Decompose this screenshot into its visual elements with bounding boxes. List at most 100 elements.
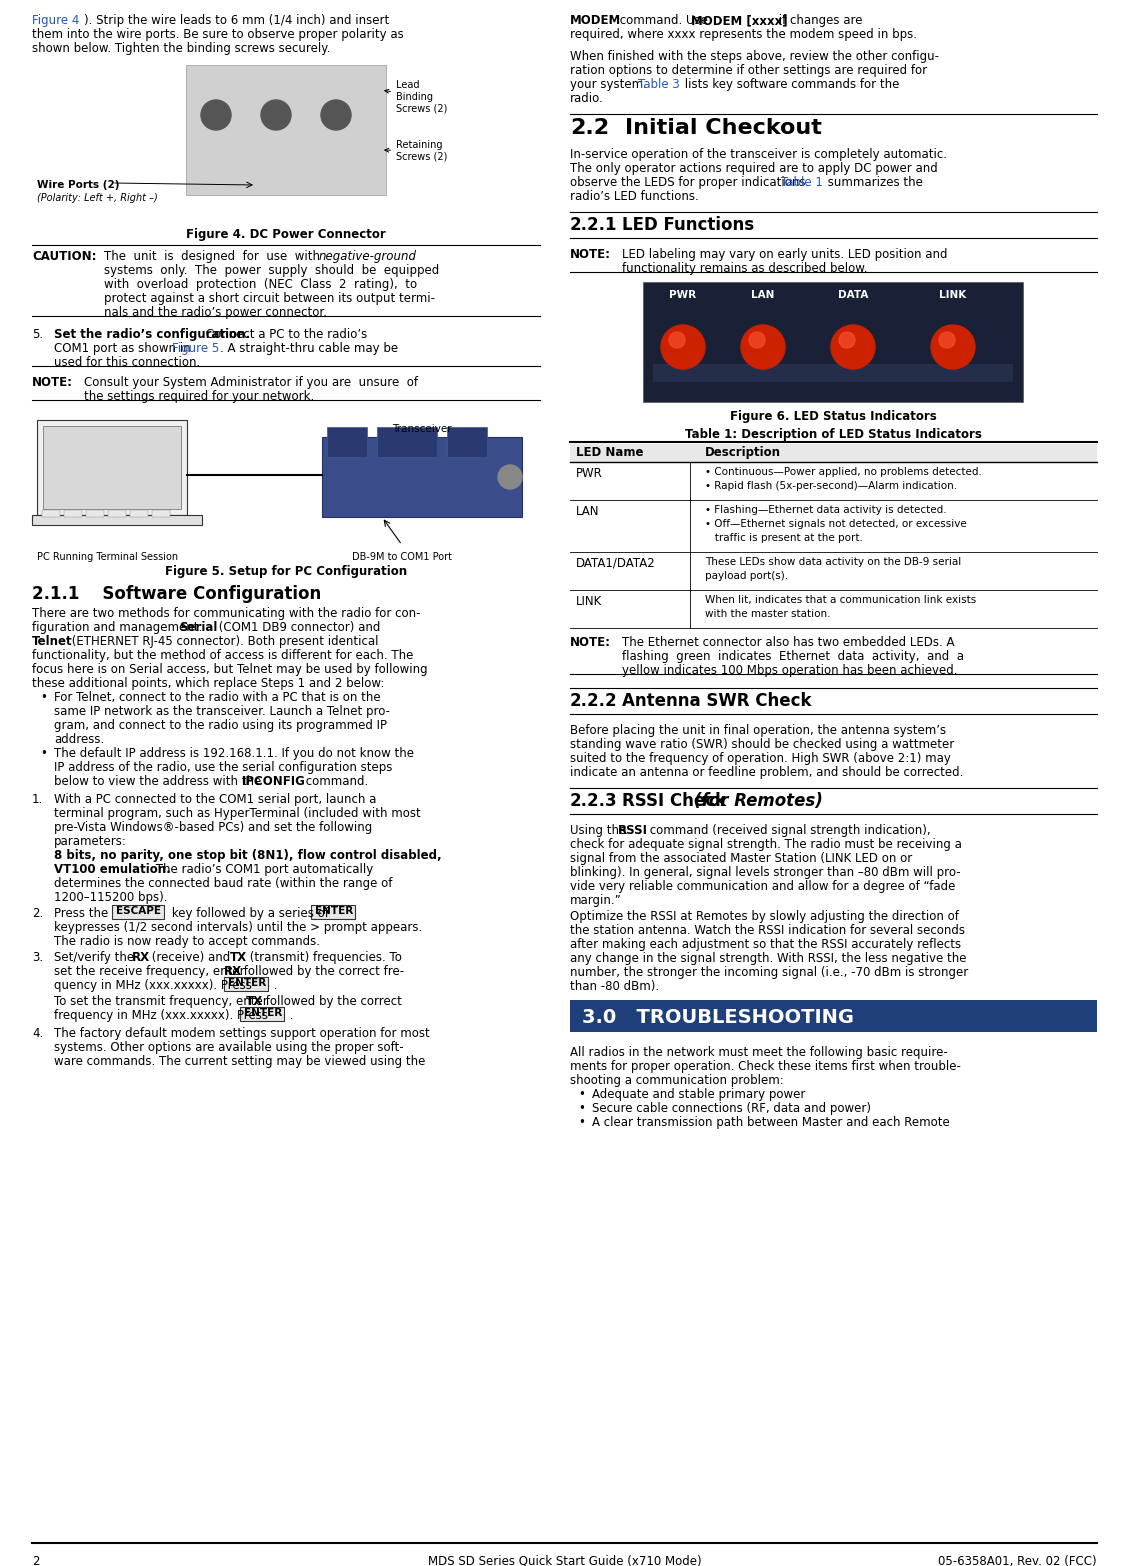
Text: .: . <box>270 979 278 991</box>
Text: A clear transmission path between Master and each Remote: A clear transmission path between Master… <box>592 1117 949 1129</box>
Text: command. Use: command. Use <box>616 14 711 27</box>
Text: Table 1: Table 1 <box>781 175 823 189</box>
Text: negative-ground: negative-ground <box>320 251 417 263</box>
Text: IP address of the radio, use the serial configuration steps: IP address of the radio, use the serial … <box>54 761 393 774</box>
Bar <box>152 511 170 517</box>
Text: Figure 4. DC Power Connector: Figure 4. DC Power Connector <box>186 229 386 241</box>
Text: VT100 emulation.: VT100 emulation. <box>54 863 170 875</box>
Text: ration options to determine if other settings are required for: ration options to determine if other set… <box>570 64 927 77</box>
Text: (transmit) frequencies. To: (transmit) frequencies. To <box>246 951 402 965</box>
Text: determines the connected baud rate (within the range of: determines the connected baud rate (with… <box>54 877 393 889</box>
Text: 3.0   TROUBLESHOOTING: 3.0 TROUBLESHOOTING <box>583 1009 854 1027</box>
Text: ENTER: ENTER <box>244 1009 282 1018</box>
Text: Before placing the unit in final operation, the antenna system’s: Before placing the unit in final operati… <box>570 723 946 738</box>
Circle shape <box>831 326 875 370</box>
Text: All radios in the network must meet the following basic require-: All radios in the network must meet the … <box>570 1046 947 1059</box>
Text: nals and the radio’s power connector.: nals and the radio’s power connector. <box>104 305 327 319</box>
Text: shooting a communication problem:: shooting a communication problem: <box>570 1074 784 1087</box>
Bar <box>653 363 1013 382</box>
Text: Set/verify the: Set/verify the <box>54 951 138 965</box>
Text: Figure 5: Figure 5 <box>172 341 219 355</box>
Text: followed by the correct fre-: followed by the correct fre- <box>240 965 404 979</box>
Text: frequency in MHz (xxx.xxxxx). Press: frequency in MHz (xxx.xxxxx). Press <box>54 1009 272 1023</box>
Text: after making each adjustment so that the RSSI accurately reflects: after making each adjustment so that the… <box>570 938 961 951</box>
Text: DATA: DATA <box>838 290 868 301</box>
Text: The radio’s COM1 port automatically: The radio’s COM1 port automatically <box>152 863 374 875</box>
Text: • Rapid flash (5x-per-second)—Alarm indication.: • Rapid flash (5x-per-second)—Alarm indi… <box>704 481 957 492</box>
Text: standing wave ratio (SWR) should be checked using a wattmeter: standing wave ratio (SWR) should be chec… <box>570 738 954 752</box>
Text: To set the transmit frequency, enter: To set the transmit frequency, enter <box>54 994 271 1009</box>
Text: The Ethernet connector also has two embedded LEDs. A: The Ethernet connector also has two embe… <box>622 636 954 648</box>
Text: Telnet: Telnet <box>32 634 72 648</box>
Text: (COM1 DB9 connector) and: (COM1 DB9 connector) and <box>215 622 380 634</box>
Bar <box>112 905 164 919</box>
Bar <box>240 1007 285 1021</box>
Text: followed by the correct: followed by the correct <box>262 994 402 1009</box>
Text: 2.2.1: 2.2.1 <box>570 216 618 233</box>
Text: LINK: LINK <box>576 595 602 608</box>
Text: •: • <box>578 1102 585 1115</box>
Text: lists key software commands for the: lists key software commands for the <box>681 78 900 91</box>
Text: pre-Vista Windows®-based PCs) and set the following: pre-Vista Windows®-based PCs) and set th… <box>54 821 373 835</box>
Text: 5.: 5. <box>32 327 43 341</box>
Text: (for Remotes): (for Remotes) <box>694 792 823 810</box>
Bar <box>86 511 104 517</box>
Text: Consult your System Administrator if you are  unsure  of: Consult your System Administrator if you… <box>84 376 418 388</box>
Text: address.: address. <box>54 733 104 745</box>
Text: if changes are: if changes are <box>774 14 863 27</box>
Text: Description: Description <box>704 446 781 459</box>
Text: Press the: Press the <box>54 907 112 919</box>
Text: vide very reliable communication and allow for a degree of “fade: vide very reliable communication and all… <box>570 880 955 893</box>
Text: • Off—Ethernet signals not detected, or excessive: • Off—Ethernet signals not detected, or … <box>704 518 966 529</box>
Text: 2: 2 <box>32 1555 40 1566</box>
Text: RX: RX <box>224 965 242 979</box>
Text: 1.: 1. <box>32 792 43 806</box>
Bar <box>447 428 487 457</box>
Text: (receive) and: (receive) and <box>148 951 234 965</box>
Text: 05-6358A01, Rev. 02 (FCC): 05-6358A01, Rev. 02 (FCC) <box>938 1555 1097 1566</box>
Text: parameters:: parameters: <box>54 835 126 849</box>
Text: Initial Checkout: Initial Checkout <box>625 117 822 138</box>
Text: There are two methods for communicating with the radio for con-: There are two methods for communicating … <box>32 608 420 620</box>
Text: • Flashing—Ethernet data activity is detected.: • Flashing—Ethernet data activity is det… <box>704 504 946 515</box>
Text: same IP network as the transceiver. Launch a Telnet pro-: same IP network as the transceiver. Laun… <box>54 705 390 717</box>
Text: •: • <box>40 691 47 705</box>
Text: • Continuous—Power applied, no problems detected.: • Continuous—Power applied, no problems … <box>704 467 982 478</box>
Text: Set the radio’s configuration.: Set the radio’s configuration. <box>54 327 251 341</box>
Text: radio’s LED functions.: radio’s LED functions. <box>570 189 699 204</box>
Text: command.: command. <box>301 775 368 788</box>
Text: Optimize the RSSI at Remotes by slowly adjusting the direction of: Optimize the RSSI at Remotes by slowly a… <box>570 910 959 922</box>
Bar <box>644 282 1023 402</box>
Text: functionality, but the method of access is different for each. The: functionality, but the method of access … <box>32 648 413 662</box>
Text: set the receive frequency, enter: set the receive frequency, enter <box>54 965 248 979</box>
Text: required, where xxxx represents the modem speed in bps.: required, where xxxx represents the mode… <box>570 28 917 41</box>
Text: TX: TX <box>230 951 247 965</box>
Text: The radio is now ready to accept commands.: The radio is now ready to accept command… <box>54 935 320 947</box>
Text: The  unit  is  designed  for  use  with: The unit is designed for use with <box>104 251 327 263</box>
Text: Figure 4: Figure 4 <box>32 14 79 27</box>
Text: (ETHERNET RJ-45 connector). Both present identical: (ETHERNET RJ-45 connector). Both present… <box>68 634 378 648</box>
Text: the settings required for your network.: the settings required for your network. <box>84 390 314 402</box>
Text: suited to the frequency of operation. High SWR (above 2:1) may: suited to the frequency of operation. Hi… <box>570 752 951 766</box>
Text: DATA1/DATA2: DATA1/DATA2 <box>576 557 656 570</box>
Text: shown below. Tighten the binding screws securely.: shown below. Tighten the binding screws … <box>32 42 331 55</box>
Text: NOTE:: NOTE: <box>32 376 73 388</box>
Circle shape <box>931 326 975 370</box>
Text: 2.: 2. <box>32 907 43 919</box>
Text: PWR: PWR <box>669 290 697 301</box>
Text: 2.1.1    Software Configuration: 2.1.1 Software Configuration <box>32 586 322 603</box>
Text: Serial: Serial <box>180 622 218 634</box>
Text: PC Running Terminal Session: PC Running Terminal Session <box>37 551 178 562</box>
Text: With a PC connected to the COM1 serial port, launch a: With a PC connected to the COM1 serial p… <box>54 792 376 806</box>
Text: protect against a short circuit between its output termi-: protect against a short circuit between … <box>104 291 435 305</box>
Text: RSSI: RSSI <box>618 824 648 836</box>
Bar <box>570 1001 1097 1032</box>
Text: 3.: 3. <box>32 951 43 965</box>
Text: blinking). In general, signal levels stronger than –80 dBm will pro-: blinking). In general, signal levels str… <box>570 866 961 879</box>
Bar <box>42 511 60 517</box>
Text: RX: RX <box>132 951 150 965</box>
Bar <box>32 515 202 525</box>
Bar <box>130 511 148 517</box>
Text: LINK: LINK <box>939 290 966 301</box>
Text: •: • <box>578 1088 585 1101</box>
